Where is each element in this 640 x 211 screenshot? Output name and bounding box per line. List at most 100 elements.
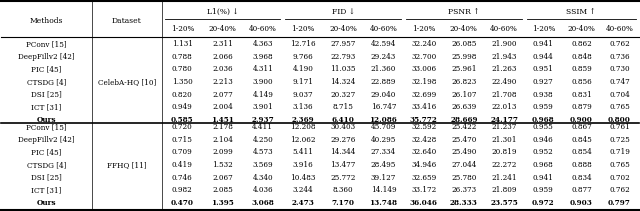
Text: 0.736: 0.736 [609, 53, 630, 61]
Text: 28.333: 28.333 [450, 199, 478, 207]
Text: 0.888: 0.888 [571, 161, 592, 169]
Text: 8.360: 8.360 [333, 186, 353, 194]
Text: 0.955: 0.955 [533, 123, 554, 131]
Text: 6.410: 6.410 [332, 116, 355, 124]
Text: 0.949: 0.949 [172, 103, 193, 111]
Text: 21.708: 21.708 [492, 91, 517, 99]
Text: 33.416: 33.416 [411, 103, 436, 111]
Text: 20.327: 20.327 [331, 91, 356, 99]
Text: 2.085: 2.085 [212, 186, 233, 194]
Text: 0.762: 0.762 [609, 40, 630, 48]
Text: 1-20%: 1-20% [171, 25, 194, 33]
Text: 0.746: 0.746 [172, 174, 193, 182]
Text: 22.013: 22.013 [492, 103, 516, 111]
Text: 21.237: 21.237 [492, 123, 516, 131]
Text: 1.395: 1.395 [211, 199, 234, 207]
Text: 1-20%: 1-20% [412, 25, 435, 33]
Text: 0.972: 0.972 [532, 199, 555, 207]
Text: 2.311: 2.311 [212, 40, 233, 48]
Text: PConv [15]: PConv [15] [26, 40, 67, 48]
Text: 33.172: 33.172 [411, 186, 436, 194]
Text: PSNR ↑: PSNR ↑ [448, 8, 480, 16]
Text: 40-60%: 40-60% [249, 25, 276, 33]
Text: Dataset: Dataset [112, 16, 142, 24]
Text: 27.957: 27.957 [330, 40, 356, 48]
Text: Methods: Methods [29, 16, 63, 24]
Text: 21.263: 21.263 [492, 65, 516, 73]
Text: 16.747: 16.747 [371, 103, 396, 111]
Text: 9.171: 9.171 [292, 78, 314, 86]
Text: 2.036: 2.036 [212, 65, 233, 73]
Text: 10.483: 10.483 [291, 174, 316, 182]
Text: PIC [45]: PIC [45] [31, 149, 61, 156]
Text: 1-20%: 1-20% [532, 25, 555, 33]
Text: 25.961: 25.961 [451, 65, 477, 73]
Text: 45.709: 45.709 [371, 123, 396, 131]
Text: 12.062: 12.062 [291, 136, 316, 144]
Text: CTSDG [4]: CTSDG [4] [27, 161, 66, 169]
Text: 0.867: 0.867 [571, 123, 592, 131]
Text: 0.944: 0.944 [533, 53, 554, 61]
Text: 4.311: 4.311 [252, 65, 273, 73]
Text: 0.845: 0.845 [571, 136, 592, 144]
Text: 12.086: 12.086 [369, 116, 397, 124]
Text: 13.748: 13.748 [369, 199, 397, 207]
Text: 42.594: 42.594 [371, 40, 396, 48]
Text: ICT [31]: ICT [31] [31, 186, 61, 194]
Text: 4.340: 4.340 [253, 174, 273, 182]
Text: 0.730: 0.730 [609, 65, 630, 73]
Text: CTSDG [4]: CTSDG [4] [27, 78, 66, 86]
Text: 0.720: 0.720 [172, 123, 193, 131]
Text: 8.715: 8.715 [333, 103, 354, 111]
Text: 21.943: 21.943 [492, 53, 516, 61]
Text: 0.900: 0.900 [570, 116, 593, 124]
Text: 0.470: 0.470 [171, 199, 194, 207]
Text: 0.951: 0.951 [533, 65, 554, 73]
Text: 26.373: 26.373 [451, 186, 476, 194]
Text: 1-20%: 1-20% [291, 25, 315, 33]
Text: 21.809: 21.809 [492, 186, 517, 194]
Text: 20.819: 20.819 [492, 149, 517, 156]
Text: 32.240: 32.240 [411, 40, 436, 48]
Text: 3.244: 3.244 [292, 186, 314, 194]
Text: 0.709: 0.709 [172, 149, 193, 156]
Text: 9.037: 9.037 [292, 91, 314, 99]
Text: 2.213: 2.213 [212, 78, 233, 86]
Text: 0.820: 0.820 [172, 91, 193, 99]
Text: FID ↓: FID ↓ [332, 8, 355, 16]
Text: 13.477: 13.477 [330, 161, 356, 169]
Text: 2.004: 2.004 [212, 103, 233, 111]
Text: 32.592: 32.592 [411, 123, 436, 131]
Text: 25.490: 25.490 [451, 149, 477, 156]
Text: Ours: Ours [36, 199, 56, 207]
Text: 21.241: 21.241 [492, 174, 517, 182]
Text: 28.669: 28.669 [450, 116, 477, 124]
Text: 2.473: 2.473 [292, 199, 314, 207]
Text: 3.901: 3.901 [252, 103, 273, 111]
Text: 21.900: 21.900 [492, 40, 517, 48]
Text: 0.903: 0.903 [570, 199, 593, 207]
Text: 26.823: 26.823 [451, 78, 477, 86]
Text: 32.700: 32.700 [411, 53, 436, 61]
Text: 2.104: 2.104 [212, 136, 233, 144]
Text: SSIM ↑: SSIM ↑ [566, 8, 596, 16]
Text: 0.702: 0.702 [609, 174, 630, 182]
Text: PIC [45]: PIC [45] [31, 65, 61, 73]
Text: DeepFillv2 [42]: DeepFillv2 [42] [18, 53, 75, 61]
Text: 3.068: 3.068 [252, 199, 274, 207]
Text: 0.952: 0.952 [533, 149, 554, 156]
Text: 2.178: 2.178 [212, 123, 233, 131]
Text: 0.585: 0.585 [171, 116, 194, 124]
Text: 20-40%: 20-40% [330, 25, 357, 33]
Text: 0.859: 0.859 [571, 65, 592, 73]
Text: 0.834: 0.834 [571, 174, 592, 182]
Text: 0.877: 0.877 [571, 186, 592, 194]
Text: 0.762: 0.762 [609, 186, 630, 194]
Text: 0.831: 0.831 [571, 91, 592, 99]
Text: 35.772: 35.772 [410, 116, 438, 124]
Text: 0.747: 0.747 [609, 78, 630, 86]
Text: CelebA-HQ [10]: CelebA-HQ [10] [98, 78, 156, 86]
Text: 24.177: 24.177 [490, 116, 518, 124]
Text: 1.350: 1.350 [172, 78, 193, 86]
Text: 4.573: 4.573 [253, 149, 273, 156]
